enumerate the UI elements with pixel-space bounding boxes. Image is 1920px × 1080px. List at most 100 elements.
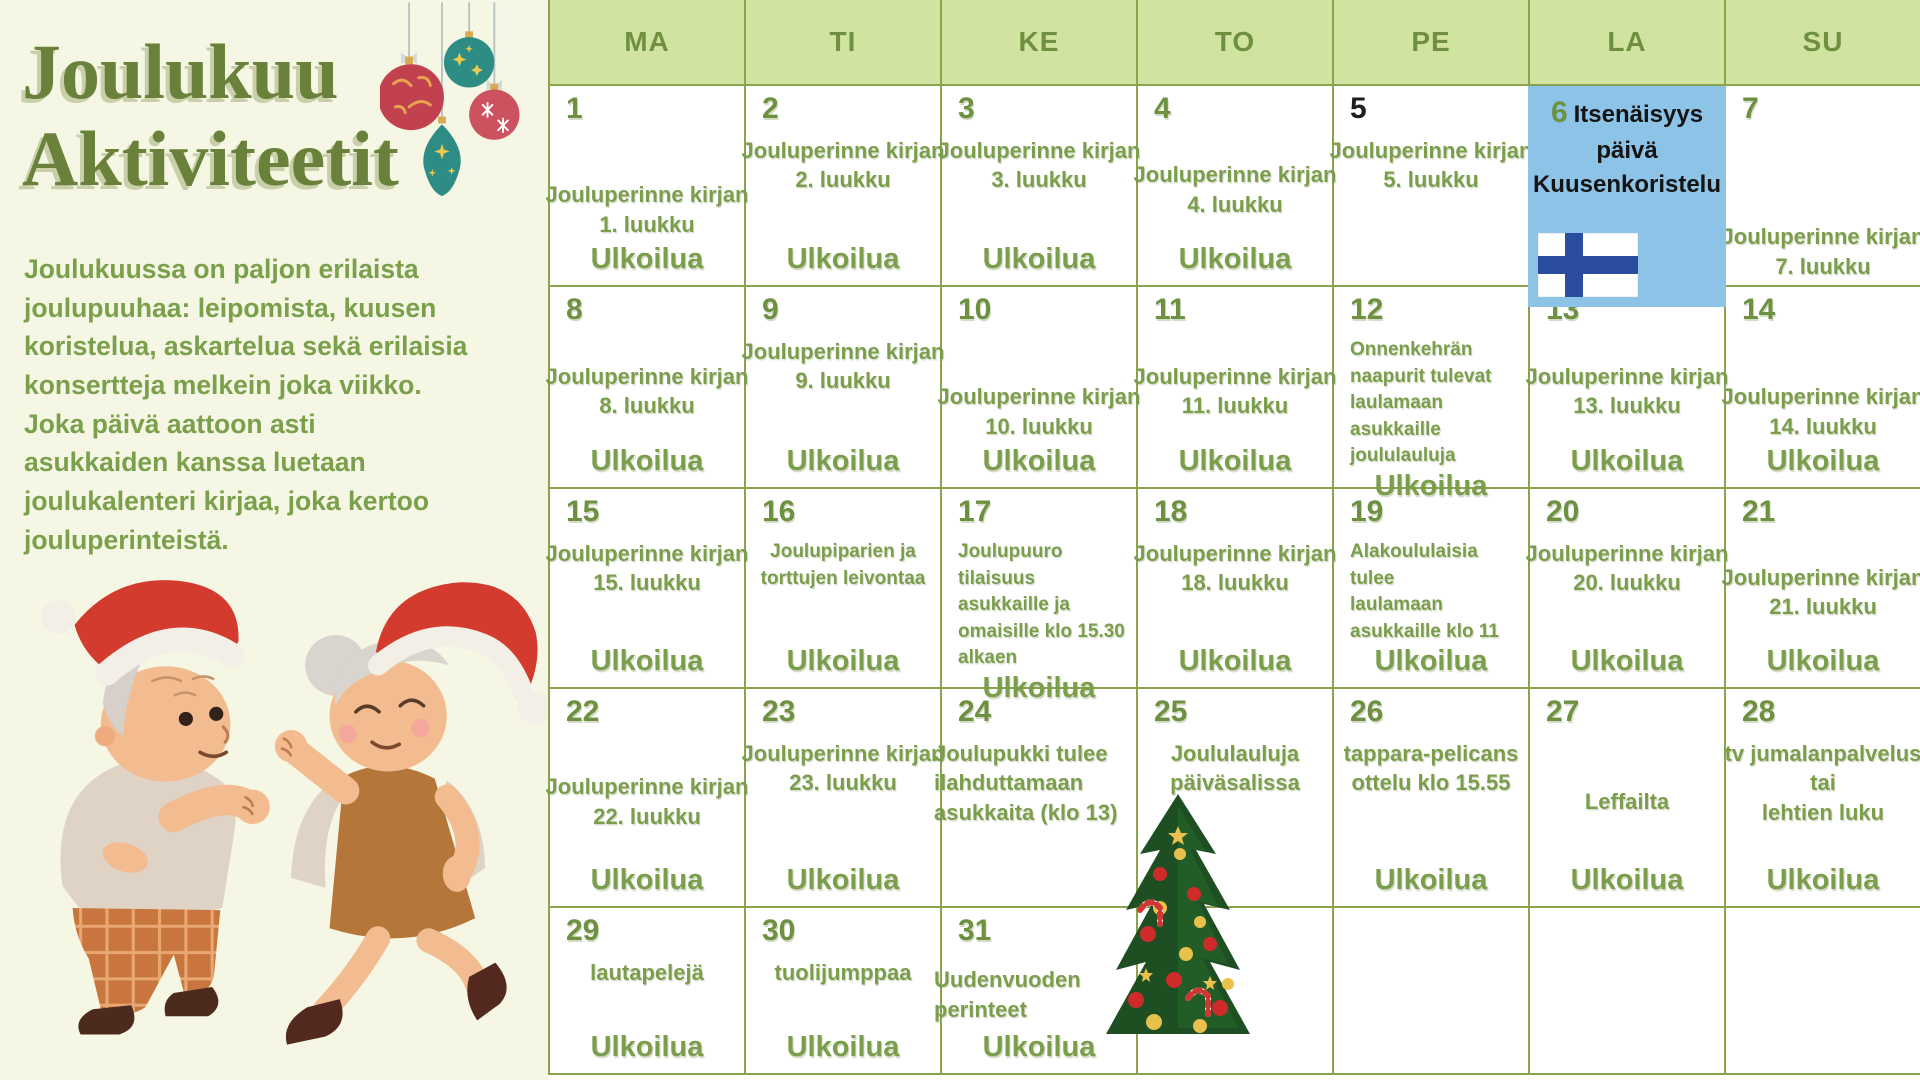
day-cell-14: 14 Jouluperinne kirjan 14. luukku Ulkoilua	[1722, 287, 1920, 489]
day-activity: Jouluperinne kirjan 7. luukku	[1721, 224, 1920, 279]
weekday-header-ti: TI	[746, 0, 942, 86]
day-cell-24: 24 Joulupukki tulee ilahduttamaan asukkai…	[934, 689, 1138, 908]
day-cell-20: 20 Jouluperinne kirjan 20. luukku Ulkoilua	[1526, 489, 1728, 689]
day-cell-13: 13 Jouluperinne kirjan 13. luukku Ulkoilua	[1526, 287, 1728, 489]
day-activity: Jouluperinne kirjan 23. luukku	[741, 741, 945, 796]
day-number: 8	[566, 293, 583, 326]
day-number: 22	[566, 695, 600, 728]
day-number: 4	[1154, 92, 1171, 125]
day-activity: Jouluperinne kirjan 20. luukku	[1525, 541, 1729, 596]
holiday-name-line1: Itsenäisyys	[1573, 101, 1704, 128]
day-outdoor-activity: Ulkoilua	[786, 445, 900, 477]
day-number: 5	[1350, 92, 1367, 125]
poster-title-line1: Joulukuu	[22, 28, 339, 115]
day-number: 11	[1154, 293, 1186, 326]
day-activity: Joululauluja päiväsalissa	[1170, 741, 1300, 796]
day-cell-5: 5 Jouluperinne kirjan 5. luukku	[1330, 86, 1532, 287]
day-outdoor-activity: Ulkoilua	[786, 1031, 900, 1063]
calendar-grid: MA TI KE TO PE LA SU 1 Jouluperinne kirjan 1. lu…	[546, 0, 1920, 1075]
day-cell-26: 26 tappara-pelicans ottelu klo 15.55 Ulkoi…	[1334, 689, 1530, 908]
day-activity: Jouluperinne kirjan 2. luukku	[741, 138, 945, 193]
day-outdoor-activity: Ulkoilua	[1178, 243, 1292, 275]
day-cell-1: 1 Jouluperinne kirjan 1. luukku Ulkoilua	[546, 86, 748, 287]
day-number: 19	[1350, 495, 1384, 528]
day-activity: Jouluperinne kirjan 15. luukku	[545, 541, 749, 596]
poster-title-line2: Aktiviteetit	[22, 115, 399, 203]
day-activity: Alakoululaisia tulee laulamaan asukkaill…	[1350, 541, 1499, 642]
day-activity: tv jumalanpalvelus tai lehtien luku	[1724, 741, 1920, 825]
day-cell-9: 9 Jouluperinne kirjan 9. luukku Ulkoilua	[742, 287, 944, 489]
day-number: 6	[1550, 96, 1568, 129]
day-cell-4: 4 Jouluperinne kirjan 4. luukku Ulkoilua	[1134, 86, 1336, 287]
day-outdoor-activity: Ulkoilua	[1766, 445, 1880, 477]
day-outdoor-activity: Ulkoilua	[1766, 864, 1880, 896]
day-activity: Joulupuuro tilaisuus asukkaille ja omais…	[958, 541, 1125, 669]
day-number: 10	[958, 293, 992, 326]
calendar: MA TI KE TO PE LA SU 1 Jouluperinne kirjan 1. lu…	[546, 0, 1920, 1080]
day-cell-empty	[1726, 908, 1920, 1075]
day-cell-19: 19 Alakoululaisia tulee laulamaan asukkai…	[1334, 489, 1530, 689]
day-number: 25	[1154, 695, 1188, 728]
day-cell-27: 27 Leffailta Ulkoilua	[1530, 689, 1726, 908]
day-outdoor-activity: Ulkoilua	[1178, 445, 1292, 477]
day-number: 17	[958, 495, 992, 528]
day-number: 29	[566, 914, 600, 947]
day-outdoor-activity: Ulkoilua	[590, 243, 704, 275]
day-activity: Jouluperinne kirjan 9. luukku	[741, 339, 945, 394]
day-cell-21: 21 Jouluperinne kirjan 21. luukku Ulkoilua	[1722, 489, 1920, 689]
day-activity: Jouluperinne kirjan 11. luukku	[1133, 363, 1337, 418]
day-number: 30	[762, 914, 796, 947]
day-number: 15	[566, 495, 600, 528]
day-number: 21	[1742, 495, 1776, 528]
day-number: 20	[1546, 495, 1580, 528]
day-outdoor-activity: Ulkoilua	[982, 243, 1096, 275]
day-number: 16	[762, 495, 796, 528]
christmas-tree-icon	[1106, 794, 1250, 1034]
day-outdoor-activity: Ulkoilua	[1178, 645, 1292, 677]
day-number: 31	[958, 914, 992, 947]
day-cell-12: 12 Onnenkehrän naapurit tulevat laulamaan…	[1334, 287, 1530, 502]
day-outdoor-activity: Ulkoilua	[982, 671, 1096, 704]
day-outdoor-activity: Ulkoilua	[1374, 469, 1488, 502]
day-outdoor-activity: Ulkoilua	[590, 864, 704, 896]
day-cell-29: 29 lautapelejä Ulkoilua	[550, 908, 746, 1075]
day-cell-17: 17 Joulupuuro tilaisuus asukkaille ja oma…	[942, 489, 1138, 704]
day-cell-6: 6 Itsenäisyys päivä Kuusenkoristelu	[1528, 86, 1726, 307]
day-cell-23: 23 Jouluperinne kirjan 23. luukku Ulkoilua	[742, 689, 944, 908]
weekday-header-ma: MA	[550, 0, 746, 86]
day-activity: Jouluperinne kirjan 5. luukku	[1329, 138, 1533, 193]
day-number: 18	[1154, 495, 1188, 528]
day-outdoor-activity: Ulkoilua	[786, 645, 900, 677]
day-outdoor-activity: Ulkoilua	[1374, 645, 1488, 678]
day-activity: Jouluperinne kirjan 4. luukku	[1133, 162, 1337, 217]
day-outdoor-activity: Ulkoilua	[1766, 645, 1880, 677]
day-activity: tappara-pelicans ottelu klo 15.55	[1343, 741, 1519, 796]
day-number: 24	[958, 695, 992, 728]
weekday-header-pe: PE	[1334, 0, 1530, 86]
day-number: 12	[1350, 293, 1384, 326]
day-outdoor-activity: Ulkoilua	[1374, 864, 1488, 896]
day-cell-22: 22 Jouluperinne kirjan 22. luukku Ulkoilua	[546, 689, 748, 908]
day-cell-3: 3 Jouluperinne kirjan 3. luukku Ulkoilua	[938, 86, 1140, 287]
weekday-header-su: SU	[1726, 0, 1920, 86]
day-outdoor-activity: Ulkoilua	[590, 445, 704, 477]
day-cell-empty	[1334, 908, 1530, 1075]
day-outdoor-activity: Ulkoilua	[1570, 864, 1684, 896]
elderly-woman-figure	[274, 582, 548, 1045]
day-activity: tuolijumppaa	[774, 960, 912, 985]
day-number: 26	[1350, 695, 1384, 728]
day-number: 28	[1742, 695, 1776, 728]
dancing-elderly-couple-illustration	[41, 580, 548, 1045]
poster-left-panel: Joulukuu Aktiviteetit	[0, 0, 548, 1080]
day-number: 3	[958, 92, 975, 125]
day-activity: Jouluperinne kirjan 8. luukku	[545, 363, 749, 418]
day-cell-28: 28 tv jumalanpalvelus tai lehtien luku Ulk…	[1725, 689, 1920, 908]
day-outdoor-activity: Ulkoilua	[1570, 445, 1684, 477]
day-outdoor-activity: Ulkoilua	[590, 645, 704, 677]
day-number: 7	[1742, 92, 1759, 125]
day-cell-15: 15 Jouluperinne kirjan 15. luukku Ulkoilua	[546, 489, 748, 689]
independence-day-highlight: 6 Itsenäisyys päivä Kuusenkoristelu	[1528, 86, 1726, 307]
day-outdoor-activity: Ulkoilua	[786, 864, 900, 896]
day-outdoor-activity: Ulkoilua	[786, 243, 900, 275]
elderly-man-figure	[41, 580, 270, 1035]
